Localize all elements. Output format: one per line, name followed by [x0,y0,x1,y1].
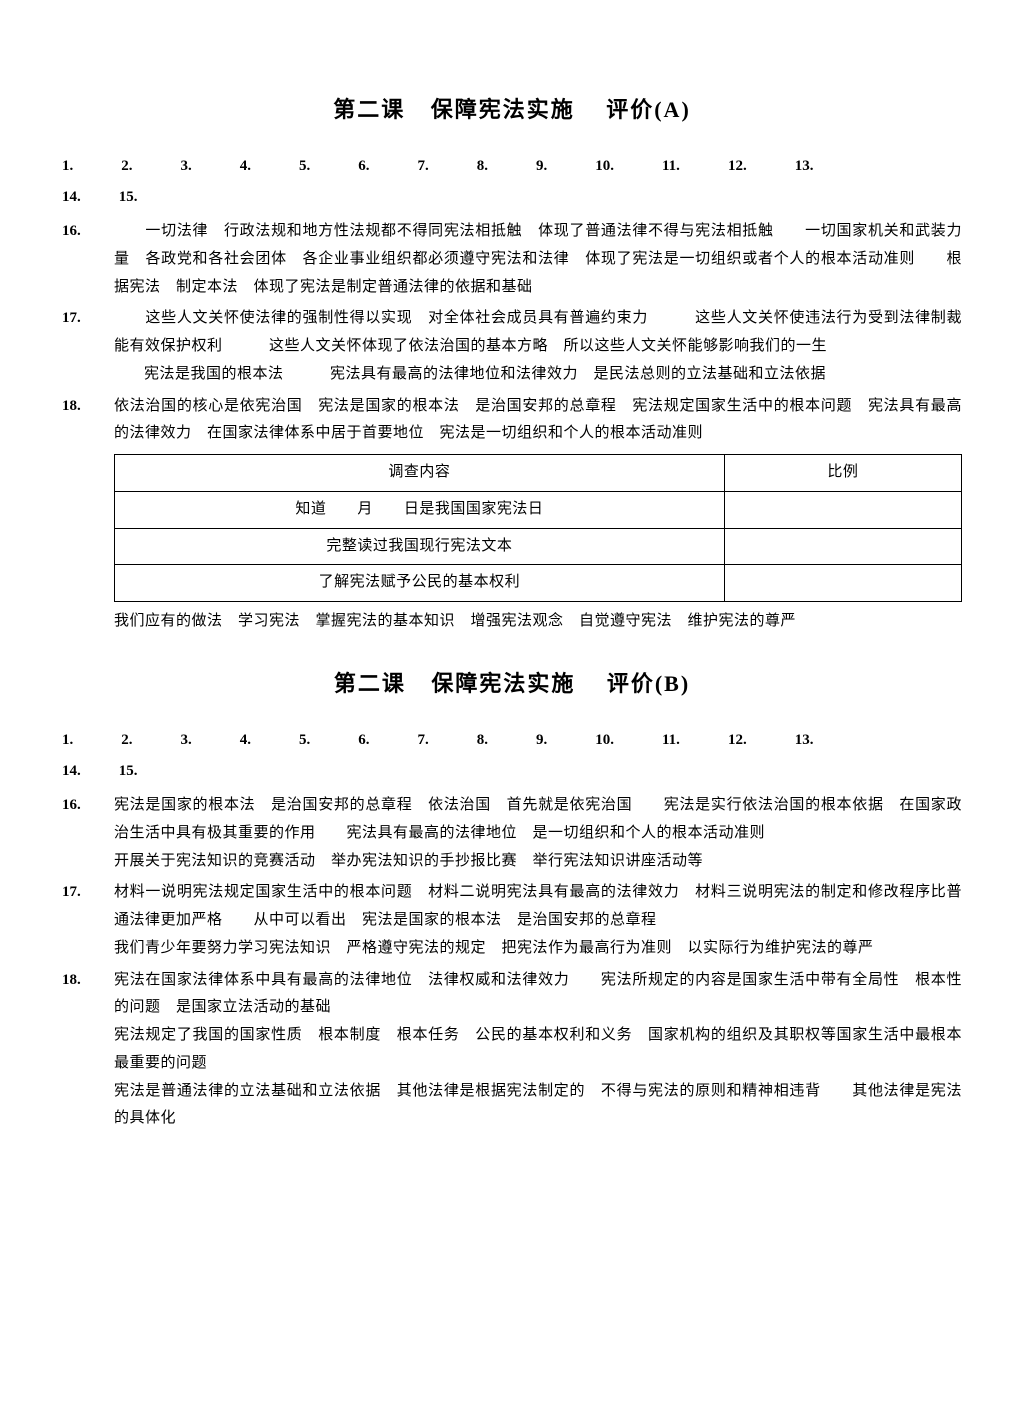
qcontent: 宪法在国家法律体系中具有最高的法律地位 法律权威和法律效力 宪法所规定的内容是国… [114,967,962,1134]
text: 宪法在国家法律体系中具有最高的法律地位 法律权威和法律效力 宪法所规定的内容是国… [114,967,962,1023]
num: 10. [595,727,614,755]
qnum: 17. [62,879,114,907]
qa-a-16: 16. 一切法律 行政法规和地方性法规都不得同宪法相抵触 体现了普通法律不得与宪… [62,218,962,301]
num: 12. [728,153,747,181]
text: 宪法是国家的根本法 是治国安邦的总章程 依法治国 首先就是依宪治国 宪法是实行依… [114,792,962,848]
text: 依法治国的核心是依宪治国 宪法是国家的根本法 是治国安邦的总章程 宪法规定国家生… [114,393,962,449]
num: 11. [662,727,680,755]
qcontent: 一切法律 行政法规和地方性法规都不得同宪法相抵触 体现了普通法律不得与宪法相抵触… [114,218,962,301]
nums-b-row2: 14. 15. [62,758,962,786]
title-a-mid: 保障宪法实施 [431,97,575,122]
num: 3. [181,727,192,755]
text: 宪法是我国的根本法 宪法具有最高的法律地位和法律效力 是民法总则的立法基础和立法… [114,361,962,389]
qnum: 16. [62,218,114,246]
num: 12. [728,727,747,755]
title-b-suf: 评价(B) [607,671,690,696]
nums-a-row2: 14. 15. [62,184,962,212]
text: 开展关于宪法知识的竞赛活动 举办宪法知识的手抄报比赛 举行宪法知识讲座活动等 [114,848,962,876]
num: 14. [62,184,81,212]
num: 15. [119,758,138,786]
num: 6. [358,727,369,755]
text: 材料一说明宪法规定国家生活中的根本问题 材料二说明宪法具有最高的法律效力 材料三… [114,879,962,935]
text: 我们应有的做法 学习宪法 掌握宪法的基本知识 增强宪法观念 自觉遵守宪法 维护宪… [114,608,962,636]
num: 1. [62,727,73,755]
qa-a-17: 17. 这些人文关怀使法律的强制性得以实现 对全体社会成员具有普遍约束力 这些人… [62,305,962,388]
text: 我们青少年要努力学习宪法知识 严格遵守宪法的规定 把宪法作为最高行为准则 以实际… [114,935,962,963]
th-ratio: 比例 [724,455,961,492]
td: 知道 月 日是我国国家宪法日 [115,491,725,528]
num: 1. [62,153,73,181]
qcontent: 依法治国的核心是依宪治国 宪法是国家的根本法 是治国安邦的总章程 宪法规定国家生… [114,393,962,636]
td [724,491,961,528]
num: 15. [119,184,138,212]
num: 9. [536,727,547,755]
num: 5. [299,153,310,181]
td: 完整读过我国现行宪法文本 [115,528,725,565]
qcontent: 宪法是国家的根本法 是治国安邦的总章程 依法治国 首先就是依宪治国 宪法是实行依… [114,792,962,875]
th-content: 调查内容 [115,455,725,492]
title-b-pre: 第二课 [334,671,406,696]
qnum: 17. [62,305,114,333]
title-a: 第二课 保障宪法实施 评价(A) [62,90,962,131]
qnum: 18. [62,967,114,995]
num: 14. [62,758,81,786]
num: 2. [121,727,132,755]
nums-a-row1: 1. 2. 3. 4. 5. 6. 7. 8. 9. 10. 11. 12. 1… [62,153,962,181]
num: 11. [662,153,680,181]
td [724,565,961,602]
qcontent: 材料一说明宪法规定国家生活中的根本问题 材料二说明宪法具有最高的法律效力 材料三… [114,879,962,962]
num: 10. [595,153,614,181]
survey-table: 调查内容 比例 知道 月 日是我国国家宪法日 完整读过我国现行宪法文本 了解宪法… [114,454,962,602]
title-a-suf: 评价(A) [606,97,691,122]
num: 4. [240,727,251,755]
title-a-pre: 第二课 [333,97,405,122]
qnum: 16. [62,792,114,820]
qnum: 18. [62,393,114,421]
td [724,528,961,565]
text: 宪法是普通法律的立法基础和立法依据 其他法律是根据宪法制定的 不得与宪法的原则和… [114,1078,962,1134]
num: 4. [240,153,251,181]
title-b: 第二课 保障宪法实施 评价(B) [62,664,962,705]
num: 5. [299,727,310,755]
text: 这些人文关怀使法律的强制性得以实现 对全体社会成员具有普遍约束力 这些人文关怀使… [114,305,962,361]
qa-b-16: 16. 宪法是国家的根本法 是治国安邦的总章程 依法治国 首先就是依宪治国 宪法… [62,792,962,875]
nums-b-row1: 1. 2. 3. 4. 5. 6. 7. 8. 9. 10. 11. 12. 1… [62,727,962,755]
qcontent: 这些人文关怀使法律的强制性得以实现 对全体社会成员具有普遍约束力 这些人文关怀使… [114,305,962,388]
num: 13. [795,727,814,755]
title-b-mid: 保障宪法实施 [431,671,575,696]
qa-a-18: 18. 依法治国的核心是依宪治国 宪法是国家的根本法 是治国安邦的总章程 宪法规… [62,393,962,636]
num: 13. [795,153,814,181]
num: 6. [358,153,369,181]
num: 7. [418,153,429,181]
num: 2. [121,153,132,181]
num: 9. [536,153,547,181]
qa-b-18: 18. 宪法在国家法律体系中具有最高的法律地位 法律权威和法律效力 宪法所规定的… [62,967,962,1134]
num: 8. [477,727,488,755]
td: 了解宪法赋予公民的基本权利 [115,565,725,602]
num: 3. [181,153,192,181]
num: 8. [477,153,488,181]
text: 一切法律 行政法规和地方性法规都不得同宪法相抵触 体现了普通法律不得与宪法相抵触… [114,218,962,301]
qa-b-17: 17. 材料一说明宪法规定国家生活中的根本问题 材料二说明宪法具有最高的法律效力… [62,879,962,962]
num: 7. [418,727,429,755]
text: 宪法规定了我国的国家性质 根本制度 根本任务 公民的基本权利和义务 国家机构的组… [114,1022,962,1078]
